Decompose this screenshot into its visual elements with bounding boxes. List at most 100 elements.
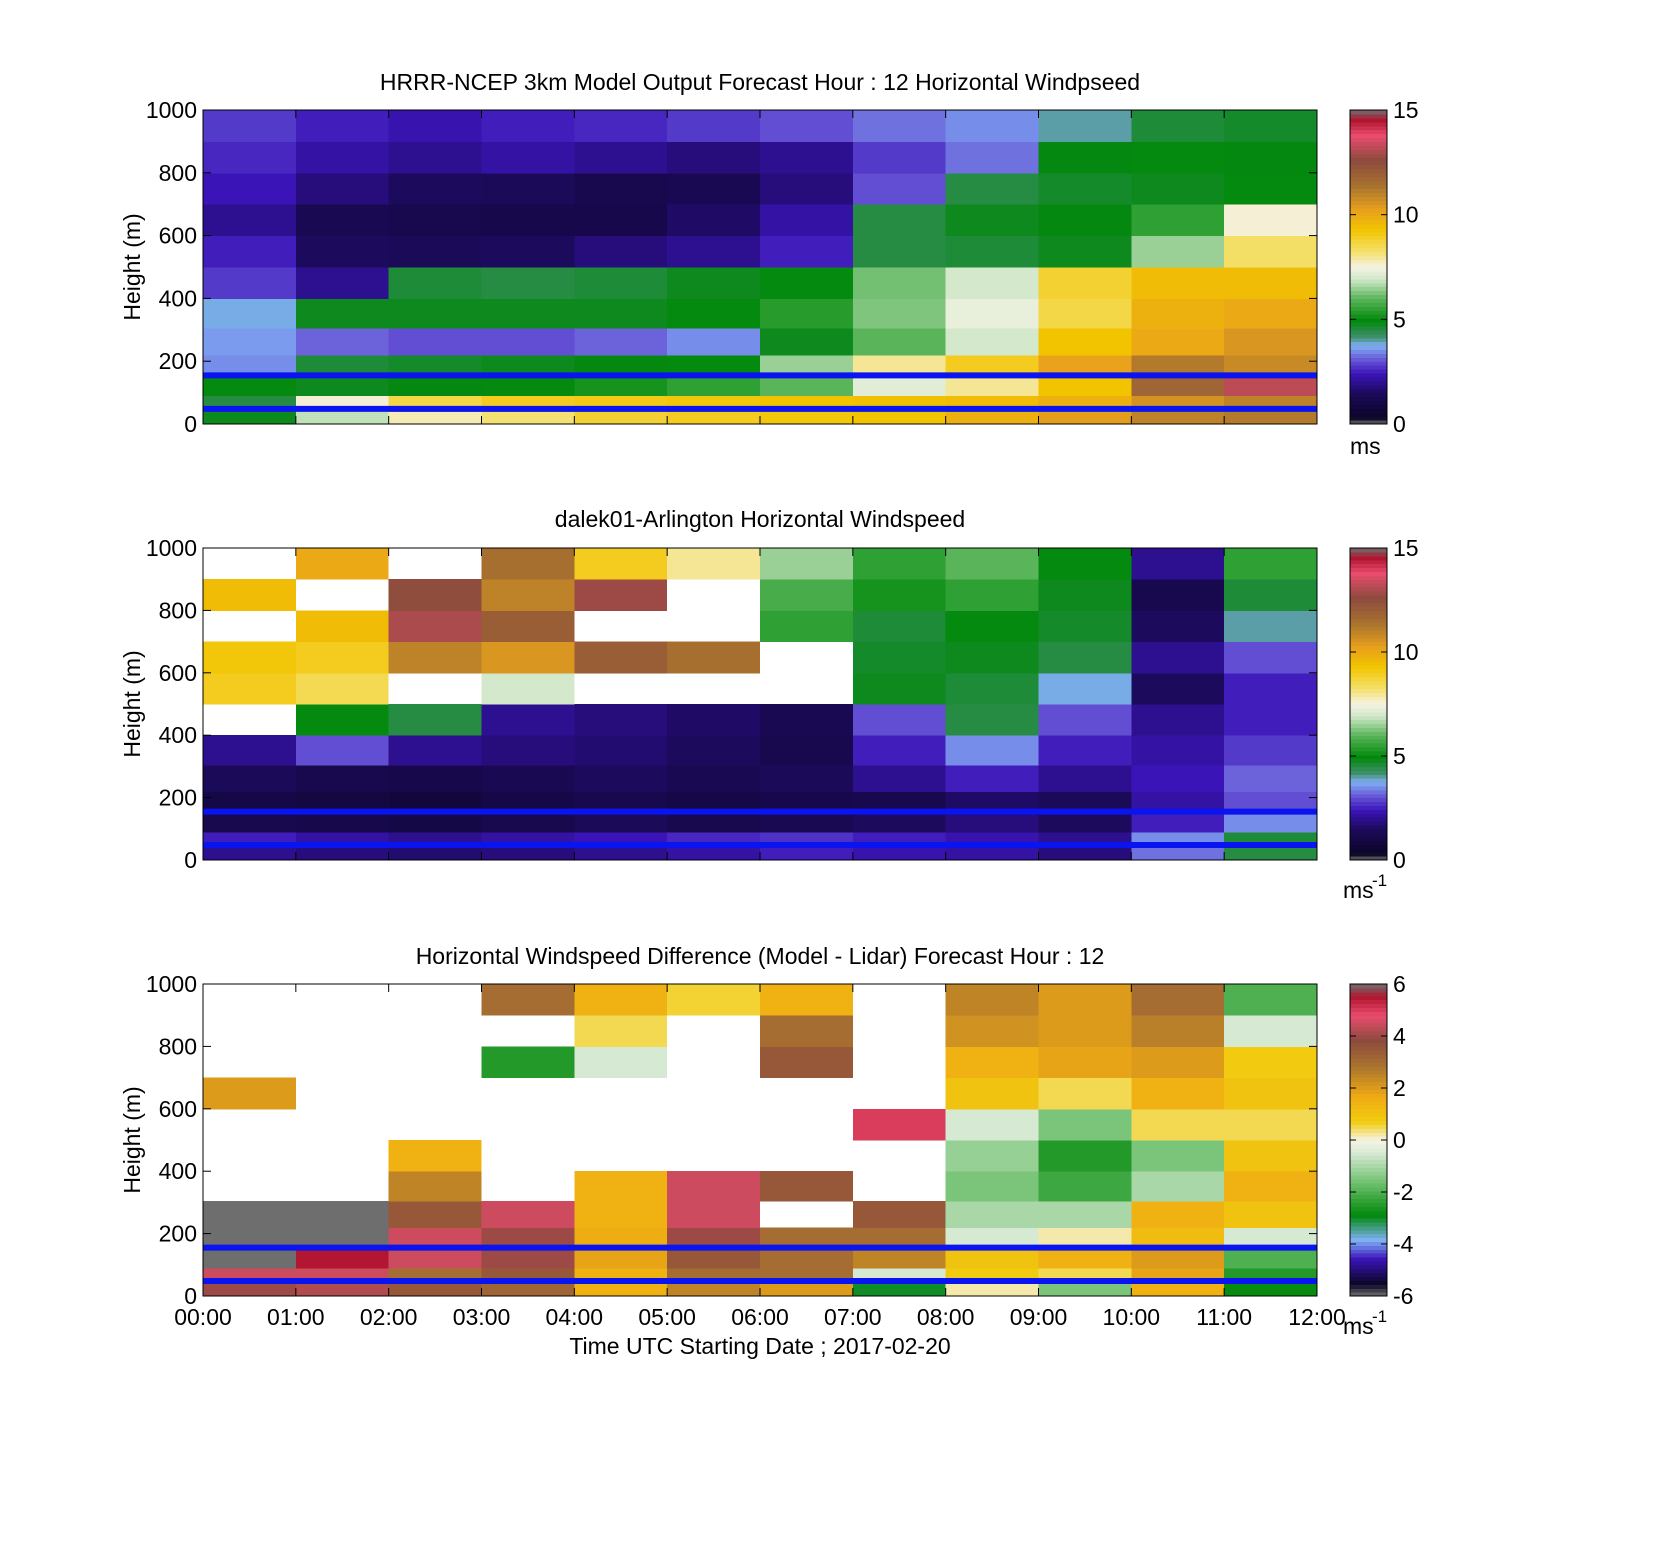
heatmap-cell — [295, 328, 389, 356]
heatmap-cell — [1224, 791, 1317, 814]
heatmap-cell — [388, 641, 482, 674]
colorbar-swatch — [1350, 770, 1387, 775]
heatmap-cell — [945, 235, 1039, 268]
heatmap-cell — [1038, 704, 1132, 736]
heatmap-cell — [945, 376, 1039, 397]
colorbar-swatch — [1350, 719, 1387, 725]
heatmap-cell — [852, 1249, 946, 1269]
colorbar-swatch — [1350, 310, 1387, 315]
heatmap-cell — [295, 172, 389, 205]
heatmap-cell — [388, 110, 482, 142]
heatmap-cell — [667, 984, 760, 1016]
heatmap-cell — [852, 411, 946, 425]
heatmap-cell — [1131, 1200, 1225, 1228]
colorbar-swatch — [1350, 267, 1387, 272]
heatmap-cell — [760, 1046, 853, 1079]
heatmap-cell — [667, 641, 760, 674]
heatmap-cell — [481, 641, 575, 674]
colorbar-swatch — [1350, 219, 1387, 225]
colorbar-swatch — [1350, 1237, 1387, 1242]
colorbar-swatch — [1350, 270, 1387, 276]
colorbar-swatch — [1350, 1050, 1387, 1055]
colorbar-swatch — [1350, 353, 1387, 358]
heatmap-cell — [1224, 354, 1317, 378]
heatmap-cell — [295, 141, 389, 174]
heatmap-cell — [203, 1077, 296, 1110]
heatmap-cell — [1131, 764, 1225, 792]
colorbar-swatch — [1350, 789, 1387, 795]
heatmap-cell — [945, 579, 1039, 611]
colorbar-swatch — [1350, 376, 1387, 382]
heatmap-cell — [852, 110, 946, 142]
colorbar-swatch — [1350, 696, 1387, 701]
colorbar-tick-label: 0 — [1393, 411, 1406, 437]
heatmap-cell — [760, 1227, 853, 1250]
heatmap-cell — [388, 354, 482, 378]
heatmap-cell — [945, 172, 1039, 205]
colorbar-swatch — [1350, 396, 1387, 402]
heatmap-cell — [388, 376, 482, 397]
heatmap-cell — [852, 172, 946, 205]
heatmap-cell — [760, 1171, 853, 1202]
chart-title: dalek01-Arlington Horizontal Windspeed — [555, 506, 965, 532]
heatmap-cell — [295, 813, 389, 833]
x-tick-label: 11:00 — [1196, 1304, 1252, 1330]
heatmap-cell — [760, 704, 853, 736]
heatmap-cell — [203, 847, 296, 861]
x-tick-label: 12:00 — [1288, 1304, 1346, 1330]
heatmap-cell — [481, 267, 575, 299]
heatmap-cell — [945, 847, 1039, 861]
colorbar-swatch — [1350, 661, 1387, 666]
colorbar-tick-label: 15 — [1393, 535, 1419, 561]
colorbar-swatch — [1350, 852, 1387, 857]
heatmap-cell — [1131, 704, 1225, 736]
heatmap-cell — [203, 672, 296, 705]
colorbar-swatch — [1350, 1264, 1387, 1270]
heatmap-cell — [481, 411, 575, 425]
colorbar-swatch — [1350, 1190, 1387, 1196]
colorbar: 0 5 10 15 ms — [1349, 97, 1419, 459]
colorbar-swatch — [1350, 821, 1387, 826]
heatmap-cell — [295, 354, 389, 378]
heatmap-cell — [481, 376, 575, 397]
heatmap-cell — [1038, 204, 1132, 237]
colorbar-swatch — [1350, 1221, 1387, 1227]
heatmap-cell — [1038, 1077, 1132, 1110]
heatmap-cell — [667, 354, 760, 378]
colorbar-swatch — [1350, 416, 1387, 421]
heatmap-cell — [852, 764, 946, 792]
heatmap-cell — [295, 1283, 389, 1297]
colorbar-swatch — [1350, 723, 1387, 728]
heatmap-cell — [1224, 1171, 1317, 1202]
heatmap-cell — [1224, 672, 1317, 705]
heatmap-cell — [388, 813, 482, 833]
heatmap-cells — [203, 984, 1317, 1297]
heatmap-cell — [667, 1200, 760, 1228]
colorbar-frame — [1349, 547, 1388, 861]
y-tick-label: 600 — [159, 223, 197, 249]
colorbar-swatch — [1350, 828, 1387, 834]
heatmap-cell — [760, 813, 853, 833]
colorbar-swatch — [1350, 1097, 1387, 1102]
y-tick-label: 200 — [159, 348, 197, 374]
colorbar-swatch — [1350, 715, 1387, 721]
heatmap-cell — [388, 235, 482, 268]
heatmap-cell — [760, 172, 853, 205]
colorbar-swatch — [1350, 141, 1387, 146]
heatmap-cell — [1224, 235, 1317, 268]
heatmap-cell — [1131, 141, 1225, 174]
chart-panel-3: Horizontal Windspeed Difference (Model -… — [119, 943, 1414, 1359]
heatmap-cell — [574, 172, 668, 205]
heatmap-cell — [1224, 1108, 1317, 1141]
heatmap-cell — [945, 641, 1039, 674]
heatmap-cell — [1038, 1015, 1132, 1047]
colorbar-swatch — [1350, 700, 1387, 705]
heatmap-cell — [667, 141, 760, 174]
heatmap-cell — [1224, 376, 1317, 397]
colorbar-swatch — [1350, 987, 1387, 993]
heatmap-cell — [203, 813, 296, 833]
colorbar-swatch — [1350, 1019, 1387, 1024]
colorbar-swatch — [1350, 680, 1387, 686]
heatmap-cell — [295, 735, 389, 766]
colorbar-swatch — [1350, 388, 1387, 394]
